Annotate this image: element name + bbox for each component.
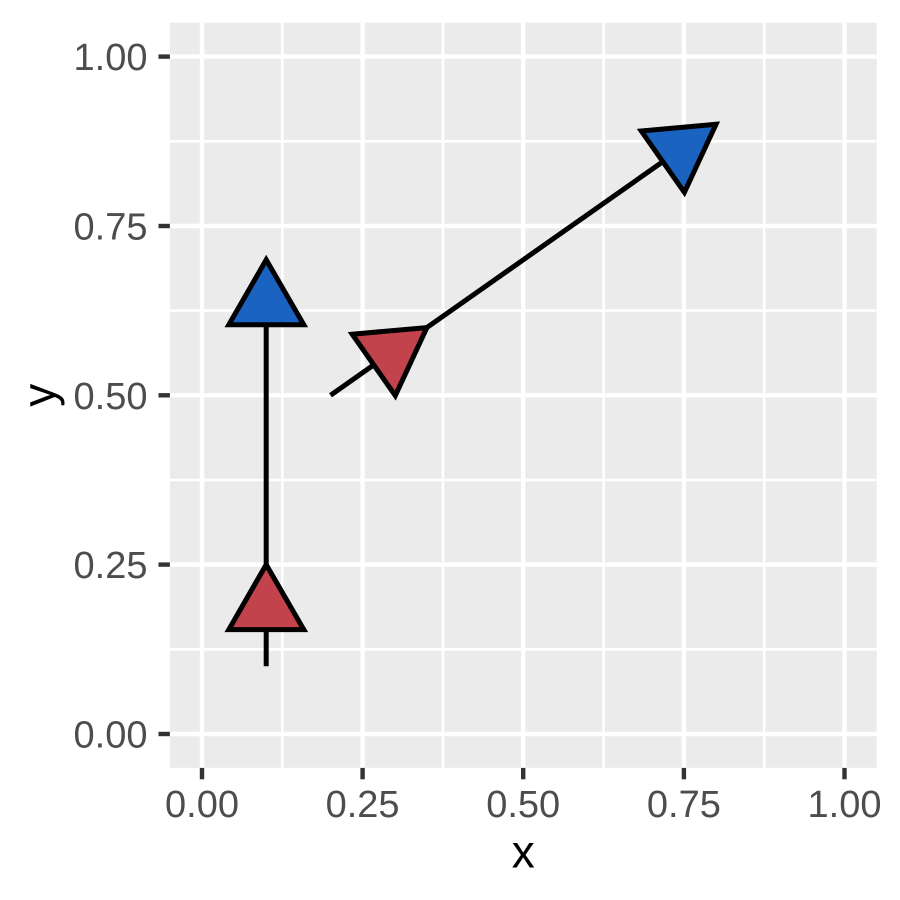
svg-text:0.75: 0.75 bbox=[647, 784, 721, 826]
svg-text:1.00: 1.00 bbox=[808, 784, 882, 826]
svg-text:0.25: 0.25 bbox=[74, 545, 148, 587]
svg-text:x: x bbox=[512, 826, 535, 878]
svg-text:0.00: 0.00 bbox=[74, 715, 148, 757]
svg-text:0.50: 0.50 bbox=[486, 784, 560, 826]
svg-text:0.25: 0.25 bbox=[326, 784, 400, 826]
svg-text:y: y bbox=[13, 384, 65, 407]
svg-text:0.50: 0.50 bbox=[74, 376, 148, 418]
svg-text:0.75: 0.75 bbox=[74, 207, 148, 249]
svg-text:1.00: 1.00 bbox=[74, 37, 148, 79]
svg-text:0.00: 0.00 bbox=[165, 784, 239, 826]
